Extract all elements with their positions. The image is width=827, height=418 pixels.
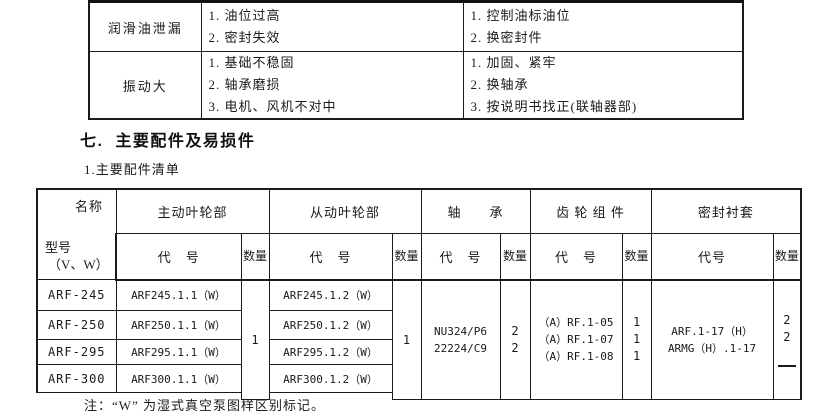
table-row: 振动大 1. 基础不稳固 2. 轴承磨损 3. 电机、风机不对中 1. 加固、紧… (88, 51, 744, 120)
drive-code-arf300: ARF300.1.1（W） (115, 364, 242, 393)
group-header-gear-assembly: 齿 轮 组 件 (529, 188, 652, 235)
section-subheading: 1.主要配件清单 (84, 162, 180, 177)
seal-codes-merged: ARF.1-17（H） ARMG（H）.1-17 (650, 279, 774, 400)
table-row: ARF-245 ARF245.1.1（W） 1 ARF245.1.2（W） 1 … (36, 279, 803, 400)
drive-code-arf295: ARF295.1.1（W） (115, 339, 242, 365)
gear-qty-merged: 1 1 1 (621, 279, 652, 400)
driven-code-arf250: ARF250.1.2（W） (268, 310, 393, 340)
group-header-seal-bushing: 密封衬套 (650, 188, 803, 235)
seal-code-header: 代号 (650, 233, 774, 281)
gear-codes-merged: （A）RF.1-05 （A）RF.1-07 （A）RF.1-08 (529, 279, 623, 400)
drive-code-header: 代 号 (115, 233, 242, 281)
model-variants-text: （V、W） (48, 257, 109, 272)
drive-qty-merged: 1 (240, 279, 270, 400)
table-row: ARF-295 ARF295.1.1（W） ARF295.1.2（W） (36, 339, 801, 365)
causes-vibration: 1. 基础不稳固 2. 轴承磨损 3. 电机、风机不对中 (200, 51, 464, 120)
group-header-bearing: 轴 承 (420, 188, 531, 235)
seal-qty-values: 2 2 (783, 313, 791, 345)
bearing-qty-merged: 2 2 (499, 279, 531, 400)
driven-code-arf245: ARF245.1.2（W） (268, 279, 393, 311)
table-row: ARF-300 ARF300.1.1（W） ARF300.1.2（W） (36, 364, 801, 393)
seal-qty-header: 数量 (772, 233, 803, 281)
header-row-sub: 代 号 数量 代 号 数量 代 号 数量 代 号 数量 代号 数量 (37, 233, 803, 281)
driven-code-arf300: ARF300.1.2（W） (268, 364, 393, 393)
model-arf250: ARF-250 (36, 310, 117, 340)
table-row: 润滑油泄漏 1. 油位过高 2. 密封失效 1. 控制油标油位 2. 换密封件 (88, 1, 744, 52)
fault-vibration: 振动大 (88, 51, 202, 120)
header-row-groups: 名称 型号 （V、W） 主动叶轮部 从动叶轮部 轴 承 齿 轮 组 件 密封衬套 (36, 188, 803, 280)
gear-code-header: 代 号 (529, 233, 623, 281)
footnote: 注：“W” 为湿式真空泵图样区别标记。 (84, 398, 326, 413)
bearing-code-header: 代 号 (420, 233, 501, 281)
driven-code-arf295: ARF295.1.2（W） (268, 339, 393, 365)
driven-qty-header: 数量 (391, 233, 422, 281)
corner-name-label: 名称 (74, 199, 103, 214)
fault-oil-leak: 润滑油泄漏 (88, 1, 202, 52)
remedies-oil-leak: 1. 控制油标油位 2. 换密封件 (462, 1, 744, 52)
remedies-vibration: 1. 加固、紧牢 2. 换轴承 3. 按说明书找正(联轴器部) (462, 51, 744, 120)
bearing-codes-merged: NU324/P6 22224/C9 (420, 279, 501, 400)
model-arf245: ARF-245 (36, 279, 117, 311)
table-row: ARF-250 ARF250.1.1（W） ARF250.1.2（W） (36, 310, 801, 340)
parts-table: 名称 型号 （V、W） 主动叶轮部 从动叶轮部 轴 承 齿 轮 组 件 密封衬套… (36, 188, 803, 400)
gear-qty-header: 数量 (621, 233, 652, 281)
troubleshooting-table-wrap: 润滑油泄漏 1. 油位过高 2. 密封失效 1. 控制油标油位 2. 换密封件 … (88, 0, 744, 120)
driven-code-header: 代 号 (268, 233, 393, 281)
section-heading: 七. 主要配件及易损件 (80, 133, 256, 150)
driven-qty-merged: 1 (391, 279, 422, 400)
drive-code-arf250: ARF250.1.1（W） (115, 310, 242, 340)
seal-qty-merged: 2 2 (772, 279, 803, 400)
parts-table-wrap: 名称 型号 （V、W） 主动叶轮部 从动叶轮部 轴 承 齿 轮 组 件 密封衬套… (36, 188, 803, 400)
seal-qty-underline (777, 365, 796, 368)
causes-oil-leak: 1. 油位过高 2. 密封失效 (200, 1, 464, 52)
troubleshooting-table: 润滑油泄漏 1. 油位过高 2. 密封失效 1. 控制油标油位 2. 换密封件 … (88, 0, 744, 120)
corner-header-cell: 名称 型号 （V、W） (36, 188, 117, 280)
corner-header: 名称 型号 （V、W） (39, 191, 115, 279)
model-arf295: ARF-295 (36, 339, 117, 365)
model-label-text: 型号 (45, 240, 72, 255)
drive-qty-header: 数量 (240, 233, 270, 281)
drive-code-arf245: ARF245.1.1（W） (115, 279, 242, 311)
group-header-driven-impeller: 从动叶轮部 (268, 188, 422, 235)
group-header-drive-impeller: 主动叶轮部 (115, 188, 270, 235)
corner-model-label: 型号 （V、W） (39, 239, 115, 279)
model-arf300: ARF-300 (36, 364, 117, 393)
bearing-qty-header: 数量 (499, 233, 531, 281)
